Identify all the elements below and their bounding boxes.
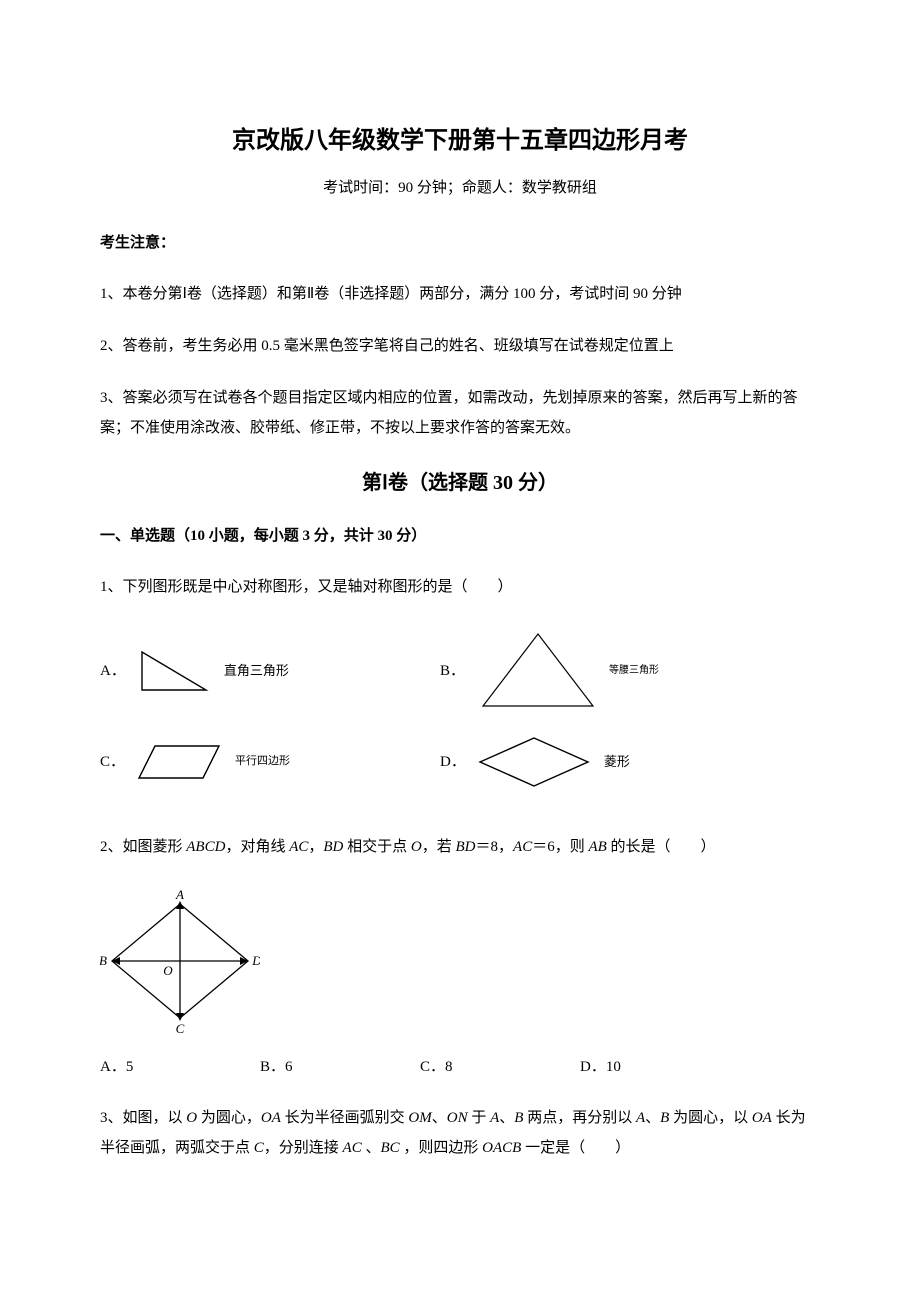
var: OM <box>408 1110 431 1126</box>
var: OA <box>261 1110 281 1126</box>
var: A <box>636 1110 645 1126</box>
svg-text:D: D <box>251 953 260 968</box>
notice-item: 2、答卷前，考生务必用 0.5 毫米黑色签字笔将自己的姓名、班级填写在试卷规定位… <box>100 331 820 361</box>
text-fragment: 为圆心，以 <box>669 1110 752 1126</box>
var: BD <box>323 839 343 855</box>
var: AC <box>289 839 308 855</box>
q2-figure: A B C D O <box>100 886 820 1036</box>
q2-answer-d: D．10 <box>580 1054 740 1081</box>
q2-answer-a: A．5 <box>100 1054 260 1081</box>
option-label: A． <box>100 658 126 685</box>
notice-item: 3、答案必须写在试卷各个题目指定区域内相应的位置，如需改动，先划掉原来的答案，然… <box>100 383 820 443</box>
text-fragment: 相交于点 <box>343 839 411 855</box>
option-label: D． <box>440 749 466 776</box>
text-fragment: ＝8， <box>476 839 514 855</box>
rhombus-diagram: A B C D O <box>100 886 260 1036</box>
var: ON <box>447 1110 468 1126</box>
page-subtitle: 考试时间：90 分钟；命题人：数学教研组 <box>100 175 820 202</box>
q2-answers: A．5 B．6 C．8 D．10 <box>100 1054 820 1081</box>
section-heading: 第Ⅰ卷（选择题 30 分） <box>100 465 820 501</box>
text-fragment: ，若 <box>422 839 456 855</box>
var: C <box>254 1140 264 1156</box>
right-triangle-icon <box>134 644 214 698</box>
var: A <box>490 1110 499 1126</box>
text-fragment: ，对角线 <box>225 839 289 855</box>
q1-option-c: C． 平行四边形 <box>100 740 440 784</box>
q1-option-a: A． 直角三角形 <box>100 644 440 698</box>
parallelogram-icon <box>133 740 225 784</box>
shape-label: 等腰三角形 <box>609 662 659 680</box>
text-fragment: 、 <box>362 1140 381 1156</box>
svg-text:B: B <box>100 953 107 968</box>
text-fragment: 2、如图菱形 <box>100 839 186 855</box>
var: O <box>411 839 422 855</box>
var: AC <box>343 1140 362 1156</box>
notice-item: 1、本卷分第Ⅰ卷（选择题）和第Ⅱ卷（非选择题）两部分，满分 100 分，考试时间… <box>100 279 820 309</box>
var: O <box>186 1110 197 1126</box>
shape-label: 直角三角形 <box>224 659 289 682</box>
q2-answer-b: B．6 <box>260 1054 420 1081</box>
q1-options-row-1: A． 直角三角形 B． 等腰三角形 <box>100 626 820 716</box>
text-fragment: 一定是（ ） <box>521 1140 630 1156</box>
svg-text:O: O <box>163 963 173 978</box>
text-fragment: ，则四边形 <box>400 1140 483 1156</box>
page-title: 京改版八年级数学下册第十五章四边形月考 <box>100 120 820 163</box>
var: AB <box>588 839 606 855</box>
notice-heading: 考生注意： <box>100 230 820 257</box>
text-fragment: ， <box>308 839 323 855</box>
svg-text:C: C <box>176 1021 185 1036</box>
svg-text:A: A <box>175 887 184 902</box>
question-2-text: 2、如图菱形 ABCD，对角线 AC，BD 相交于点 O，若 BD＝8，AC＝6… <box>100 832 820 862</box>
q2-answer-c: C．8 <box>420 1054 580 1081</box>
var: ABCD <box>186 839 225 855</box>
var: OACB <box>482 1140 521 1156</box>
text-fragment: 、 <box>645 1110 660 1126</box>
text-fragment: 长为半径画弧别交 <box>281 1110 409 1126</box>
q1-option-d: D． 菱形 <box>440 732 630 792</box>
shape-label: 平行四边形 <box>235 752 290 772</box>
option-label: B． <box>440 658 465 685</box>
text-fragment: 于 <box>468 1110 491 1126</box>
question-3-text: 3、如图，以 O 为圆心，OA 长为半径画弧别交 OM、ON 于 A、B 两点，… <box>100 1103 820 1163</box>
text-fragment: 、 <box>432 1110 447 1126</box>
var: OA <box>752 1110 772 1126</box>
q1-option-b: B． 等腰三角形 <box>440 626 659 716</box>
var: AC <box>513 839 532 855</box>
var: B <box>660 1110 669 1126</box>
text-fragment: 、 <box>499 1110 514 1126</box>
text-fragment: 两点，再分别以 <box>523 1110 636 1126</box>
text-fragment: 的长是（ ） <box>607 839 716 855</box>
text-fragment: ，分别连接 <box>264 1140 343 1156</box>
q1-options-row-2: C． 平行四边形 D． 菱形 <box>100 732 820 792</box>
isosceles-triangle-icon <box>473 626 603 716</box>
var: BD <box>456 839 476 855</box>
option-label: C． <box>100 749 125 776</box>
text-fragment: ＝6，则 <box>532 839 588 855</box>
rhombus-icon <box>474 732 594 792</box>
shape-label: 菱形 <box>604 750 630 773</box>
subsection-heading: 一、单选题（10 小题，每小题 3 分，共计 30 分） <box>100 523 820 550</box>
text-fragment: 为圆心， <box>197 1110 261 1126</box>
text-fragment: 3、如图，以 <box>100 1110 186 1126</box>
var: BC <box>380 1140 399 1156</box>
question-1-text: 1、下列图形既是中心对称图形，又是轴对称图形的是（ ） <box>100 572 820 602</box>
